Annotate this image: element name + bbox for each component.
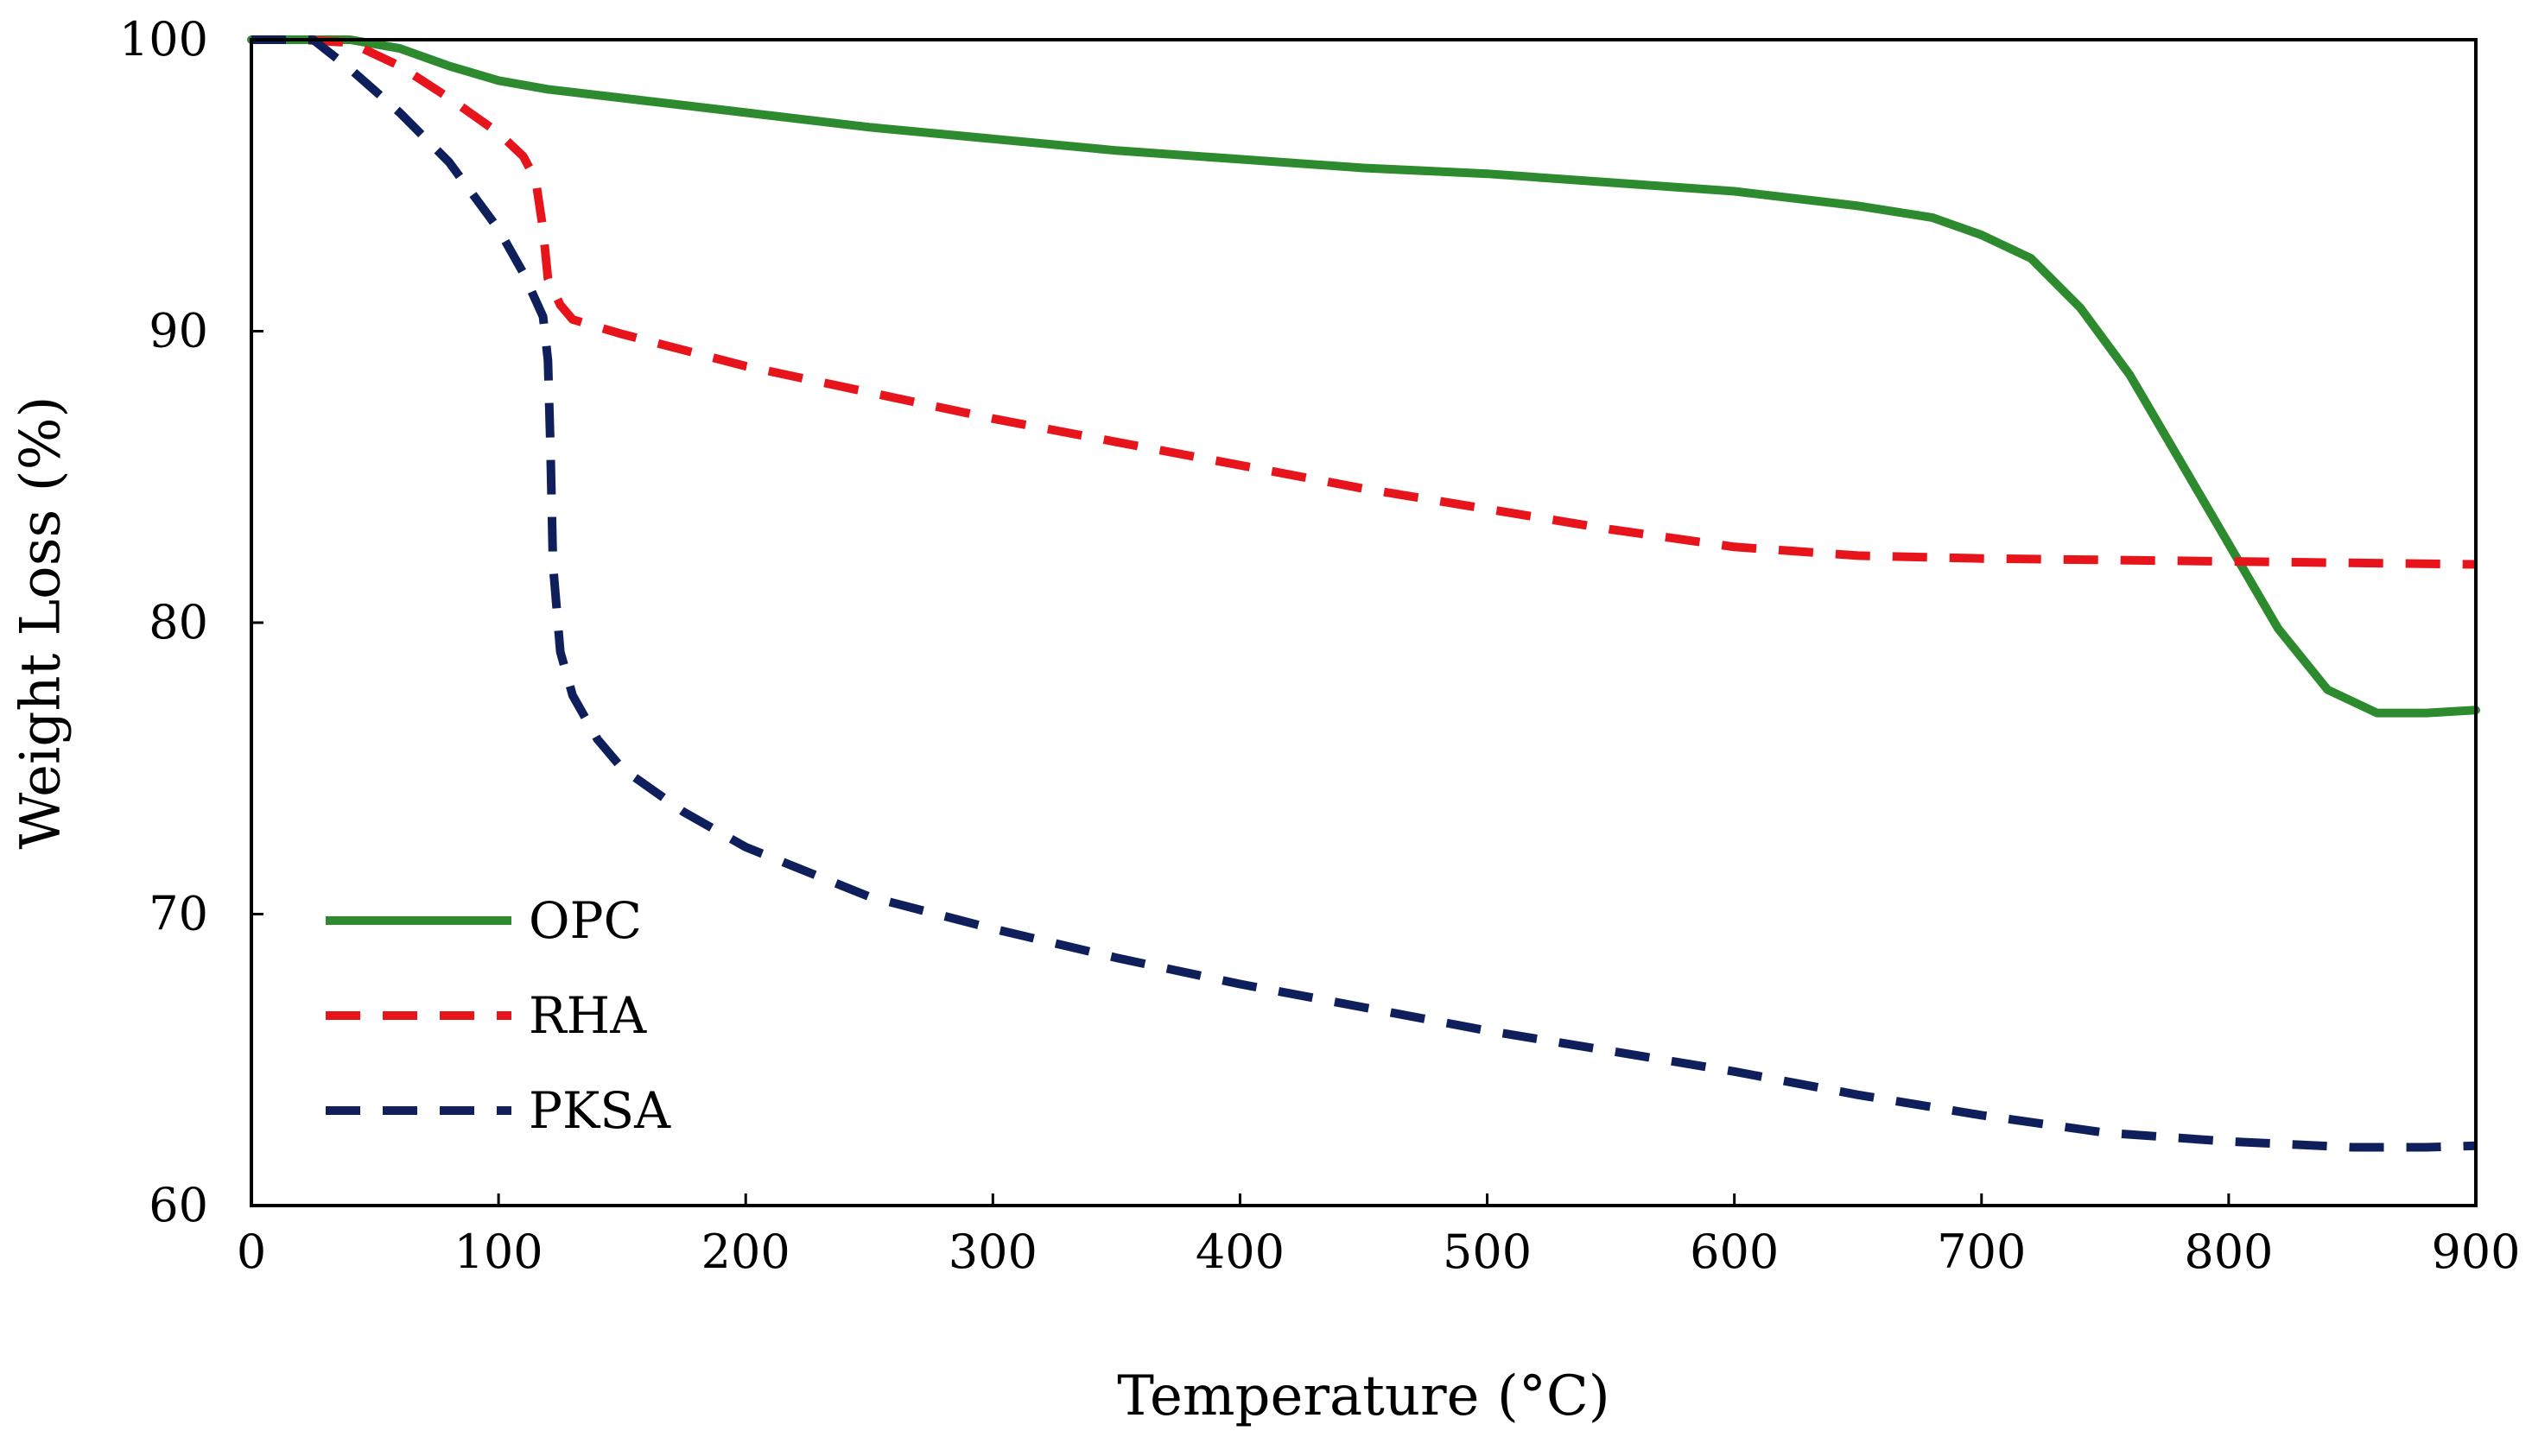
x-tick-label: 200 [701, 1225, 790, 1279]
x-tick-label: 100 [454, 1225, 543, 1279]
y-tick-label: 80 [149, 595, 208, 649]
y-tick-label: 60 [149, 1178, 208, 1232]
tick-layer: 0 100 200 300 400 500 600 700 800 900 60 70 80 90 100 [119, 12, 2521, 1279]
x-tick-label: 800 [2184, 1225, 2273, 1279]
x-tick-label: 900 [2431, 1225, 2520, 1279]
y-axis-title: Weight Loss (%) [10, 396, 73, 850]
legend-label-pksa: PKSA [529, 1081, 671, 1140]
legend-label-rha: RHA [529, 986, 647, 1045]
legend: OPC RHA PKSA [326, 891, 671, 1140]
x-tick-label: 700 [1937, 1225, 2026, 1279]
x-tick-label: 500 [1443, 1225, 1532, 1279]
series-line-opc [247, 35, 2480, 718]
x-tick-label: 600 [1690, 1225, 1779, 1279]
series-layer [247, 35, 2480, 1152]
y-tick-label: 70 [149, 887, 208, 941]
y-tick-label: 100 [119, 12, 208, 66]
x-tick-label: 0 [237, 1225, 266, 1279]
series-line-rha [251, 35, 2477, 569]
legend-label-opc: OPC [529, 891, 642, 950]
x-tick-label: 400 [1196, 1225, 1285, 1279]
x-axis-title: Temperature (°C) [1117, 1364, 1610, 1428]
series-line-pksa [251, 35, 2477, 1152]
y-tick-label: 90 [149, 304, 208, 358]
x-tick-label: 300 [949, 1225, 1038, 1279]
